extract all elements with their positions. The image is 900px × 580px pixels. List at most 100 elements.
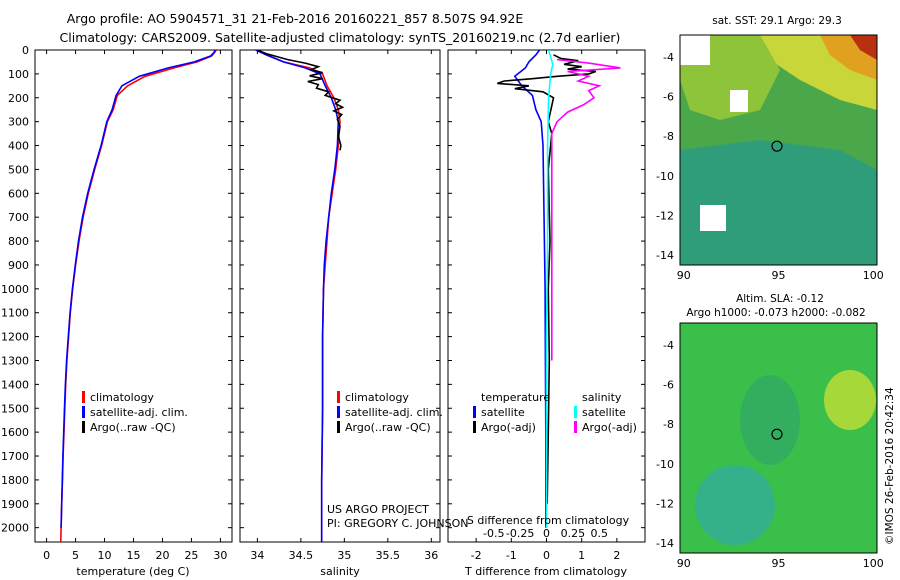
x-tick-label: 10 [98, 549, 112, 562]
temperature-tick-labels: 0 5 10 15 20 25 30 [43, 549, 227, 562]
sla-map-frame [679, 322, 878, 554]
depth-tick-label: 500 [8, 163, 29, 176]
series-line-argo-raw-qc- [257, 50, 345, 151]
salinity-legend: climatology satellite-adj. clim. Argo(..… [337, 391, 443, 434]
legend-label-s-satellite: satellite [582, 406, 626, 419]
legend-swatch-satellite-adj [82, 406, 85, 418]
sla-map-subtitle: Argo h1000: -0.073 h2000: -0.082 [686, 307, 865, 319]
difference-series [497, 50, 621, 528]
legend-header-temperature: temperature [481, 391, 550, 404]
figure-title-line1: Argo profile: AO 5904571_31 21-Feb-2016 … [67, 11, 524, 26]
x-tick-label: 34.5 [289, 549, 314, 562]
legend-swatch-s-satellite [574, 406, 577, 418]
t-difference-tick-labels: -2 -1 0 1 2 [471, 549, 621, 562]
pi-label: PI: GREGORY C. JOHNSON [327, 517, 468, 530]
depth-tick-label: 700 [8, 211, 29, 224]
legend-swatch-climatology [337, 391, 340, 403]
depth-tick-label: 1400 [1, 378, 29, 391]
series-line-t-argo-adj- [497, 54, 597, 504]
depth-tick-label: 1900 [1, 498, 29, 511]
sst-hottest-band [850, 35, 877, 60]
lat-tick-label: -10 [656, 458, 674, 471]
x-tick-label: 15 [127, 549, 141, 562]
sla-low-patch [695, 465, 775, 545]
x-tick-label: 1 [578, 549, 585, 562]
depth-tick-label: 0 [22, 44, 29, 57]
series-line-satellite-adj-clim- [255, 50, 340, 542]
lon-tick-label: 95 [772, 269, 786, 282]
sst-missing-patch [730, 90, 748, 112]
legend-swatch-s-argo [574, 421, 577, 433]
legend-swatch-t-satellite [473, 406, 476, 418]
legend-label-argo: Argo(..raw -QC) [90, 421, 176, 434]
legend-label-argo: Argo(..raw -QC) [345, 421, 431, 434]
salinity-tick-labels: 34 34.5 35 35.5 36 [250, 549, 438, 562]
s-difference-tick-labels: -0.5 -0.25 0 0.25 0.5 [483, 527, 608, 540]
depth-tick-label: 1000 [1, 283, 29, 296]
argo-location-marker [771, 428, 783, 440]
lat-tick-label: -14 [656, 249, 674, 262]
s-difference-axis-label: S difference from climatology [467, 514, 630, 527]
series-line-climatology [60, 50, 218, 542]
x-tick-label: 25 [184, 549, 198, 562]
sla-low-patch [740, 375, 800, 465]
x-tick-label: 20 [155, 549, 169, 562]
difference-legend: temperature salinity satellite Argo(-adj… [473, 391, 637, 434]
depth-tick-label: 800 [8, 235, 29, 248]
t-difference-axis-label: T difference from climatology [464, 565, 627, 578]
lon-tick-label: 90 [677, 269, 691, 282]
sst-map-frame [679, 34, 878, 266]
x-tick-label: 36 [424, 549, 438, 562]
series-line-climatology [257, 50, 341, 542]
legend-label-climatology: climatology [90, 391, 154, 404]
temperature-axis-label: temperature (deg C) [76, 565, 189, 578]
imos-timestamp: ©IMOS 26-Feb-2016 20:42:34 [884, 387, 896, 545]
depth-tick-label: 300 [8, 116, 29, 129]
lon-tick-label: 90 [677, 557, 691, 570]
legend-swatch-satellite-adj [337, 406, 340, 418]
sst-heatmap [680, 35, 877, 265]
sla-high-patch [824, 370, 876, 430]
lat-tick-label: -14 [656, 537, 674, 550]
depth-tick-label: 900 [8, 259, 29, 272]
lon-tick-label: 95 [772, 557, 786, 570]
series-line-s-argo-adj- [551, 58, 621, 361]
salinity-panel-frame [239, 49, 441, 543]
sst-map-title: sat. SST: 29.1 Argo: 29.3 [712, 15, 842, 27]
sla-tick-labels: 90 95 100 -4 -6 -8 -10 -12 -14 [656, 339, 884, 570]
s-diff-tick-label: -0.25 [506, 527, 534, 540]
axis-ticks [35, 49, 645, 542]
legend-label-satellite-adj: satellite-adj. clim. [90, 406, 188, 419]
depth-tick-label: 600 [8, 187, 29, 200]
legend-label-t-argo: Argo(-adj) [481, 421, 536, 434]
depth-tick-label: 1700 [1, 450, 29, 463]
lat-tick-label: -6 [663, 378, 674, 391]
series-line-s-satellite [545, 50, 554, 528]
x-tick-label: 0 [43, 549, 50, 562]
lat-tick-label: -12 [656, 209, 674, 222]
temperature-series [60, 50, 218, 542]
project-label: US ARGO PROJECT [327, 503, 429, 516]
sla-heatmap [680, 323, 877, 553]
lat-tick-label: -10 [656, 170, 674, 183]
legend-label-t-satellite: satellite [481, 406, 525, 419]
legend-swatch-climatology [82, 391, 85, 403]
depth-tick-label: 400 [8, 140, 29, 153]
s-diff-tick-label: 0.25 [561, 527, 586, 540]
legend-label-climatology: climatology [345, 391, 409, 404]
sst-tick-labels: 90 95 100 -4 -6 -8 -10 -12 -14 [656, 51, 884, 282]
depth-tick-label: 100 [8, 68, 29, 81]
x-tick-label: -1 [506, 549, 517, 562]
x-tick-label: 35 [337, 549, 351, 562]
x-tick-label: 35.5 [376, 549, 401, 562]
lat-tick-label: -6 [663, 90, 674, 103]
lat-tick-label: -12 [656, 497, 674, 510]
x-tick-label: -2 [471, 549, 482, 562]
sst-missing-patch [680, 35, 710, 65]
lat-tick-label: -8 [663, 418, 674, 431]
lon-tick-label: 100 [863, 557, 884, 570]
depth-tick-label: 1500 [1, 402, 29, 415]
legend-swatch-t-argo [473, 421, 476, 433]
depth-tick-labels: 0 100 200 300 400 500 600 700 800 900 1000 1100 1200… [1, 44, 29, 535]
